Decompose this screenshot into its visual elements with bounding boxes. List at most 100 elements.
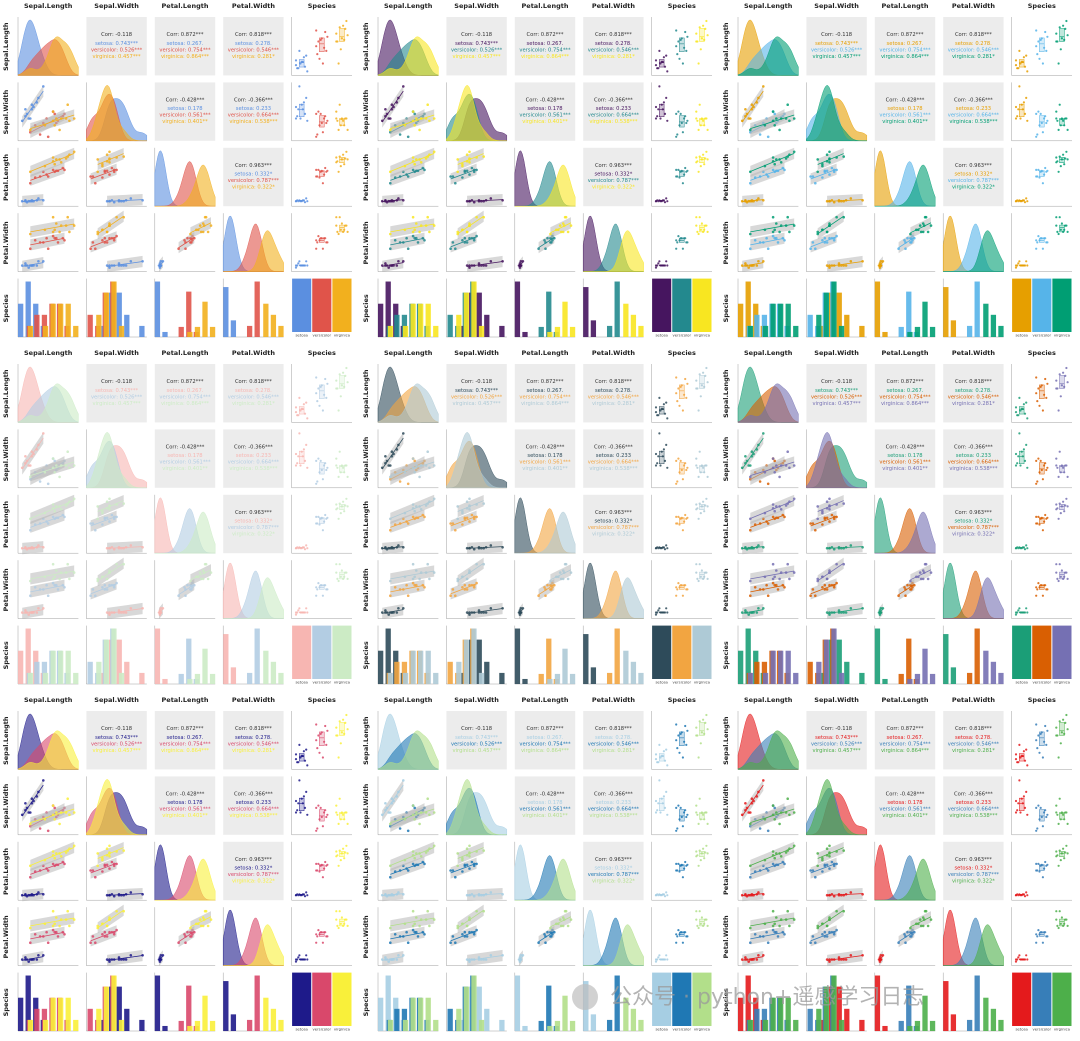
histogram-bar [478, 1019, 485, 1031]
facet-cell [377, 972, 439, 1032]
jitter-point [1066, 505, 1069, 508]
species-correlation-label: versicolor: 0.754*** [159, 47, 211, 53]
scatter-point [449, 175, 452, 178]
correlation-box [154, 429, 216, 488]
scatter-point [828, 222, 831, 225]
species-label: versicolor [1033, 680, 1052, 685]
scatter-point [105, 153, 109, 156]
scatter-point [449, 594, 452, 597]
scatter-point [398, 827, 402, 830]
jitter-point [1018, 546, 1021, 549]
correlation-label: Corr: 0.818*** [595, 32, 632, 38]
jitter-point [697, 409, 700, 412]
facet-cell: Corr: -0.428***setosa: 0.178versicolor: … [514, 82, 576, 141]
jitter-point [1014, 613, 1018, 616]
scatter-point [468, 613, 471, 616]
scatter-point [840, 264, 843, 267]
scatter-point [46, 135, 50, 139]
row-header: Petal.Width [362, 221, 370, 265]
jitter-point [1065, 224, 1068, 227]
row-header: Petal.Length [2, 848, 10, 895]
jitter-point [1055, 117, 1058, 120]
scatter-point [63, 515, 66, 519]
scatter-point [461, 858, 464, 862]
jitter-point [1041, 62, 1044, 65]
scatter-point [842, 199, 845, 203]
scatter-point [878, 262, 882, 265]
scatter-point [55, 811, 58, 814]
scatter-point [184, 588, 187, 591]
jitter-point [1035, 135, 1038, 138]
scatter-point [58, 577, 61, 581]
jitter-point [1039, 459, 1042, 462]
scatter-point [809, 869, 812, 872]
scatter-point [110, 199, 114, 202]
scatter-point [159, 954, 163, 957]
scatter-point [124, 199, 128, 202]
scatter-point [544, 247, 547, 250]
species-correlation-label: setosa: 0.278. [235, 388, 272, 394]
jitter-point [302, 958, 305, 961]
correlation-label: Corr: 0.818*** [955, 32, 992, 38]
facet-cell [514, 494, 576, 554]
facet-cell [737, 364, 799, 423]
jitter-point [677, 387, 680, 390]
jitter-point [680, 584, 683, 587]
scatter-point [105, 847, 109, 850]
jitter-point [1018, 743, 1021, 747]
jitter-point [335, 379, 338, 382]
scatter-point [477, 893, 481, 896]
scatter-point [108, 546, 111, 550]
scatter-point [419, 464, 423, 467]
jitter-point [340, 852, 343, 855]
scatter-point [108, 852, 111, 855]
facet-cell [377, 625, 439, 685]
jitter-point [697, 756, 700, 759]
scatter-point [29, 579, 32, 583]
jitter-point [305, 954, 308, 957]
jitter-point [317, 734, 320, 737]
scatter-point [413, 228, 417, 232]
jitter-point [1018, 607, 1021, 610]
histogram-bar [270, 314, 277, 337]
scatter-point [110, 166, 114, 170]
box [699, 571, 705, 580]
correlation-label: Corr: 0.872*** [167, 32, 204, 38]
scatter-point [108, 958, 111, 961]
pair-plot-panel: Sepal.LengthSepal.LengthSepal.WidthSepal… [362, 2, 712, 338]
scatter-point [33, 176, 37, 179]
jitter-point [301, 455, 304, 458]
scatter-point [24, 108, 27, 111]
scatter-point [776, 241, 780, 244]
jitter-point [297, 455, 300, 458]
jitter-point [345, 117, 348, 120]
scatter-point [816, 579, 819, 583]
facet-cell: Corr: 0.963***setosa: 0.332*versicolor: … [943, 494, 1004, 554]
regression-line [450, 862, 477, 874]
scatter-point [55, 236, 58, 240]
histogram-bar [178, 1020, 184, 1031]
density-area [223, 924, 284, 966]
column-header: Petal.Width [952, 349, 996, 357]
scatter-point [426, 215, 430, 219]
jitter-point [1014, 117, 1018, 120]
scatter-point [117, 262, 121, 265]
jitter-point [678, 471, 681, 474]
regression-line [550, 916, 572, 928]
regression-line [750, 808, 795, 824]
jitter-point [666, 417, 669, 420]
histogram-bar [270, 661, 277, 684]
scatter-point [463, 935, 467, 938]
scatter-point [403, 471, 407, 474]
scatter-point [832, 611, 836, 614]
box [299, 450, 305, 464]
histogram-bar [456, 661, 462, 684]
scatter-point [763, 471, 767, 474]
species-correlation-label: versicolor: 0.526*** [451, 741, 503, 747]
scatter-point [68, 924, 71, 928]
scatter-point [569, 224, 573, 227]
scatter-point [108, 150, 111, 154]
scatter-point [24, 808, 27, 812]
jitter-point [1046, 35, 1049, 38]
jitter-point [298, 432, 301, 435]
